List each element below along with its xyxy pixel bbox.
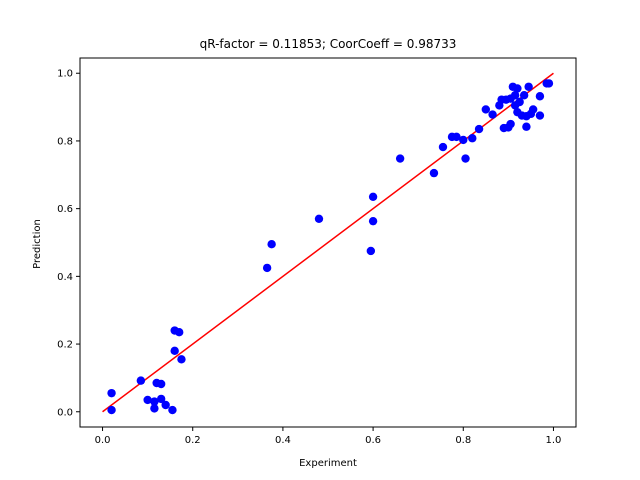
data-point: [107, 405, 116, 415]
data-point: [267, 239, 276, 249]
data-points: [107, 79, 554, 415]
data-point: [368, 192, 378, 201]
data-point: [535, 111, 545, 120]
data-point: [366, 246, 376, 256]
y-axis-label: Prediction: [32, 219, 43, 269]
data-point: [368, 216, 378, 226]
data-point: [161, 400, 170, 410]
data-point: [429, 168, 439, 178]
x-axis-ticks: 0.0 0.2 0.4 0.6 0.8 1.0: [95, 427, 562, 446]
y-tick-label: 0.6: [57, 204, 73, 215]
y-tick-label: 0.8: [57, 136, 73, 147]
data-point: [452, 132, 461, 142]
data-point: [510, 91, 520, 100]
data-point: [150, 404, 159, 413]
x-tick-label: 0.2: [185, 435, 201, 446]
data-point: [544, 79, 554, 88]
data-point: [519, 91, 529, 100]
x-axis-label: Experiment: [299, 458, 357, 469]
data-point: [506, 119, 515, 129]
data-point: [438, 142, 448, 152]
data-point: [522, 122, 531, 131]
y-tick-label: 0.4: [57, 272, 73, 283]
chart-title: qR-factor = 0.11853; CoorCoeff = 0.98733: [200, 37, 457, 51]
data-point: [156, 379, 166, 389]
y-tick-label: 0.0: [57, 407, 73, 418]
x-tick-label: 0.6: [365, 435, 381, 446]
x-tick-label: 0.4: [275, 435, 291, 446]
data-point: [461, 154, 470, 163]
data-point: [474, 124, 484, 134]
y-tick-label: 0.2: [57, 340, 73, 351]
data-point: [262, 263, 272, 273]
data-point: [459, 135, 468, 145]
data-point: [177, 355, 186, 364]
x-tick-label: 0.0: [95, 435, 111, 446]
data-point: [168, 405, 177, 415]
data-point: [524, 82, 533, 91]
data-point: [107, 388, 116, 398]
data-point: [395, 154, 405, 163]
data-point: [136, 376, 146, 385]
y-tick-label: 1.0: [57, 69, 73, 80]
data-point: [513, 84, 522, 93]
data-point: [143, 395, 152, 405]
data-point: [481, 105, 491, 114]
data-point: [170, 346, 179, 356]
data-point: [150, 397, 159, 406]
data-point: [528, 105, 538, 114]
data-point: [515, 97, 524, 107]
x-tick-label: 0.8: [455, 435, 471, 446]
x-tick-label: 1.0: [546, 435, 562, 446]
data-point: [488, 110, 497, 119]
data-point: [156, 394, 166, 404]
data-point: [314, 214, 324, 224]
data-point: [535, 92, 545, 101]
data-point: [468, 134, 477, 143]
y-axis-ticks: 0.0 0.2 0.4 0.6 0.8 1.0: [57, 69, 80, 418]
axes-frame: [79, 57, 577, 428]
data-point: [175, 328, 184, 337]
